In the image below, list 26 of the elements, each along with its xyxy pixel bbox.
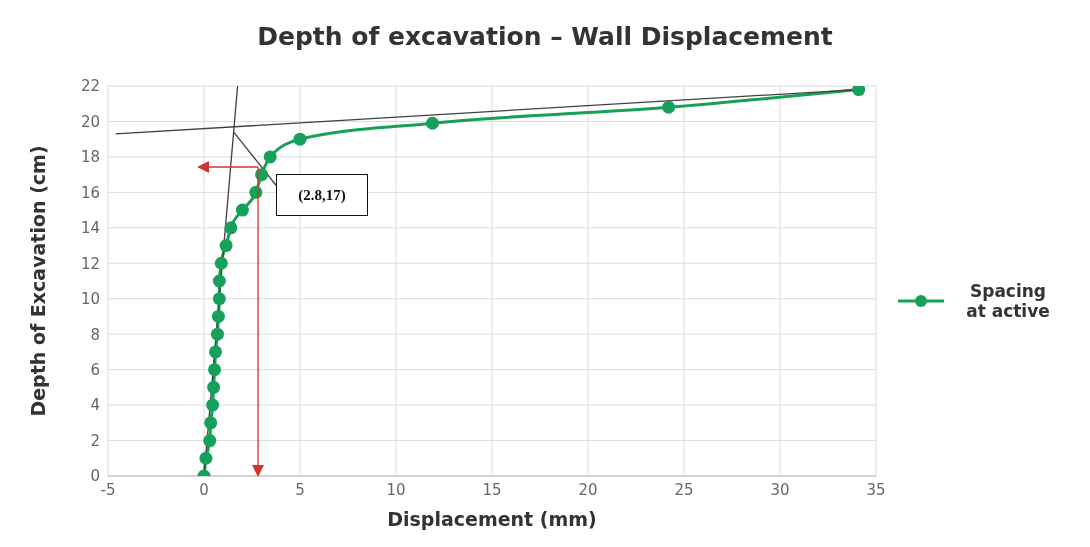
- y-tick-label: 8: [90, 325, 100, 344]
- x-tick-label: 35: [866, 480, 886, 499]
- y-tick-label: 18: [80, 148, 100, 167]
- x-axis-title: Displacement (mm): [387, 508, 597, 530]
- y-tick-label: 12: [80, 254, 100, 273]
- x-tick-label: 0: [199, 480, 209, 499]
- chart-title: Depth of excavation – Wall Displacement: [256, 21, 834, 53]
- y-tick-label: 4: [90, 396, 100, 415]
- y-tick-label: 22: [80, 77, 100, 96]
- x-tick-label: 25: [674, 480, 694, 499]
- y-tick-label: 6: [90, 360, 100, 379]
- x-tick-label: 15: [482, 480, 502, 499]
- y-tick-label: 2: [90, 431, 100, 450]
- x-tick-label: 5: [295, 480, 305, 499]
- x-tick-label: 20: [578, 480, 598, 499]
- annotation: (2.8,17): [276, 174, 368, 216]
- x-tick-label: 30: [770, 480, 790, 499]
- y-tick-label: 20: [80, 112, 100, 131]
- y-tick-label: 0: [90, 467, 100, 486]
- y-tick-label: 14: [80, 219, 100, 238]
- legend-label: Spacing at active: [965, 281, 1051, 321]
- y-tick-label: 10: [80, 290, 100, 309]
- x-tick-label: 10: [386, 480, 406, 499]
- y-tick-label: 16: [80, 183, 100, 202]
- y-axis-title: Depth of Excavation (cm): [26, 145, 49, 417]
- x-tick-label: -5: [100, 480, 116, 499]
